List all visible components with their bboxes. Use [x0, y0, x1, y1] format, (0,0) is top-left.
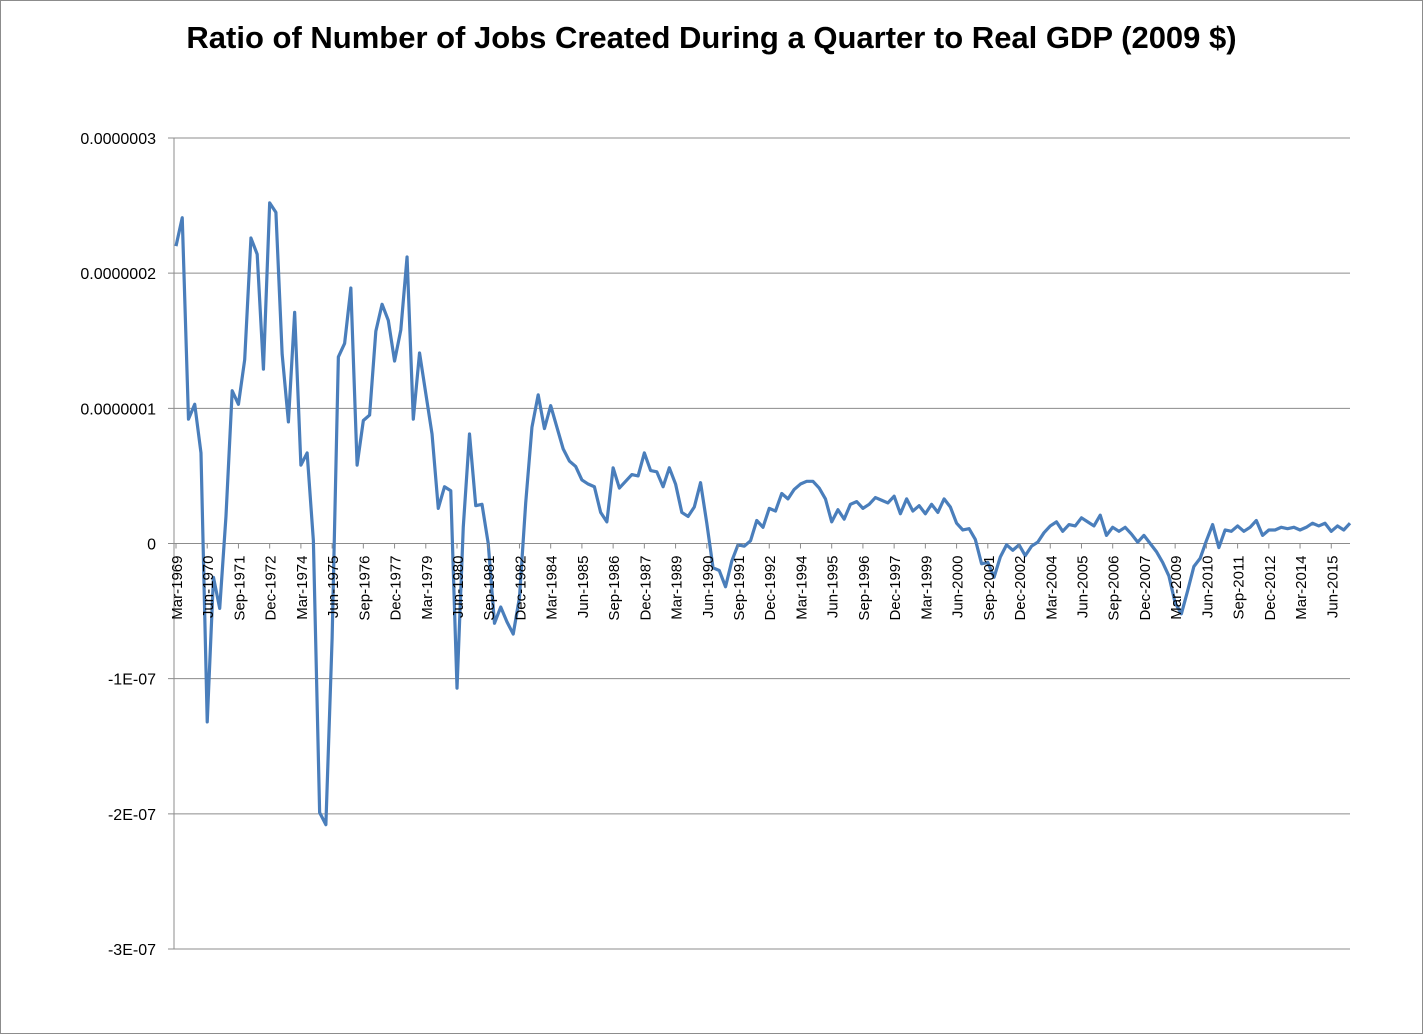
- x-tick-label: Jun-2015: [1324, 556, 1341, 619]
- y-tick-label: 0.0000003: [80, 131, 156, 148]
- x-tick-label: Mar-1994: [793, 556, 810, 620]
- x-tick-label: Dec-1977: [388, 556, 405, 621]
- y-tick-label: -2E-07: [108, 807, 156, 824]
- x-tick-label: Mar-1989: [669, 556, 686, 620]
- x-tick-labels: Mar-1969 Jun-1970 Sep-1971 Dec-1972 Mar-1974…: [169, 543, 1341, 621]
- x-tick-label: Mar-1979: [419, 556, 436, 620]
- chart-title: Ratio of Number of Jobs Created During a…: [186, 20, 1237, 55]
- x-tick-label: Dec-1997: [887, 556, 904, 621]
- series-line: [174, 201, 1352, 827]
- x-tick-label: Sep-1991: [731, 556, 748, 621]
- x-tick-label: Sep-1981: [481, 556, 498, 621]
- x-tick-label: Dec-2007: [1137, 556, 1154, 621]
- x-tick-label: Jun-1980: [450, 556, 467, 619]
- x-tick-label: Mar-2009: [1168, 556, 1185, 620]
- x-tick-label: Dec-2012: [1262, 556, 1279, 621]
- axes: [173, 138, 1350, 949]
- x-tick-label: Sep-1986: [606, 556, 623, 621]
- x-tick-label: Sep-1976: [356, 556, 373, 621]
- x-tick-label: Sep-1996: [856, 556, 873, 621]
- y-tick-label: 0.0000001: [80, 401, 156, 418]
- series: [174, 201, 1352, 827]
- x-tick-label: Mar-2004: [1043, 556, 1060, 620]
- x-tick-label: Mar-1969: [169, 556, 186, 620]
- y-tick-label: -3E-07: [108, 942, 156, 959]
- x-tick-label: Mar-1974: [294, 556, 311, 620]
- x-tick-label: Sep-1971: [231, 556, 248, 621]
- x-tick-label: Mar-2014: [1293, 556, 1310, 620]
- y-tick-labels: 0.0000003 0.0000002 0.0000001 0 -1E-07 -2E-07…: [80, 131, 156, 959]
- x-tick-label: Jun-2000: [950, 556, 967, 619]
- x-tick-label: Mar-1999: [918, 556, 935, 620]
- x-tick-label: Sep-2006: [1106, 556, 1123, 621]
- x-tick-label: Jun-1970: [200, 556, 217, 619]
- y-tick-label: -1E-07: [108, 672, 156, 689]
- x-tick-label: Dec-2002: [1012, 556, 1029, 621]
- x-tick-label: Jun-1985: [575, 556, 592, 619]
- x-tick-label: Dec-1982: [512, 556, 529, 621]
- x-tick-label: Sep-2001: [981, 556, 998, 621]
- x-tick-label: Jun-2005: [1074, 556, 1091, 619]
- x-tick-label: Dec-1992: [762, 556, 779, 621]
- x-tick-label: Jun-1995: [825, 556, 842, 619]
- x-tick-label: Dec-1987: [637, 556, 654, 621]
- x-tick-label: Dec-1972: [263, 556, 280, 621]
- x-tick-label: Jun-1975: [325, 556, 342, 619]
- x-tick-label: Sep-2011: [1231, 556, 1248, 620]
- x-tick-label: Mar-1984: [544, 556, 561, 620]
- y-tick-label: 0.0000002: [80, 266, 156, 283]
- x-tick-label: Jun-1990: [700, 556, 717, 619]
- x-tick-label: Jun-2010: [1199, 556, 1216, 619]
- y-tick-label: 0: [147, 537, 156, 554]
